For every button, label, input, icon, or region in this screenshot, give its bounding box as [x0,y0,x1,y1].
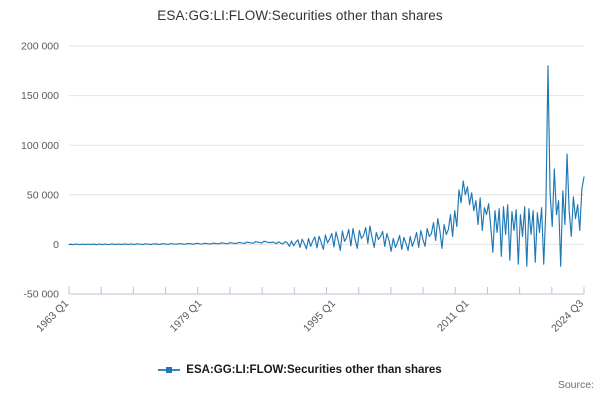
x-tick-label: 1979 Q1 [168,298,205,335]
y-axis-tick-labels: -50 000 0 50 000 100 000 150 000 200 000 [21,41,59,301]
line-marker-icon [158,367,181,373]
y-tick-label: 100 000 [21,140,59,152]
x-tick-label: 2011 Q1 [435,298,472,335]
gridlines-group [69,45,584,295]
legend-series-label: ESA:GG:LI:FLOW:Securities other than sha… [186,364,442,376]
data-series-line[interactable] [68,65,585,267]
x-tick-label: 2024 Q3 [549,298,586,335]
x-axis [68,286,585,295]
y-tick-label: 0 [53,239,59,251]
x-tick-label: 1963 Q1 [34,298,71,335]
chart-plot-area: -50 000 0 50 000 100 000 150 000 200 000 1963… [21,41,586,335]
source-note: Source: [557,379,594,391]
x-axis-tick-labels: 1963 Q1 1979 Q1 1995 Q1 2011 Q1 2024 Q3 [34,298,586,335]
chart-legend: ESA:GG:LI:FLOW:Securities other than sha… [0,362,600,380]
y-tick-label: -50 000 [23,289,59,301]
y-tick-label: 200 000 [21,41,59,53]
y-tick-label: 150 000 [21,90,59,102]
y-tick-label: 50 000 [27,189,59,201]
x-tick-label: 1995 Q1 [301,298,338,335]
chart-title: ESA:GG:LI:FLOW:Securities other than sha… [157,8,443,23]
